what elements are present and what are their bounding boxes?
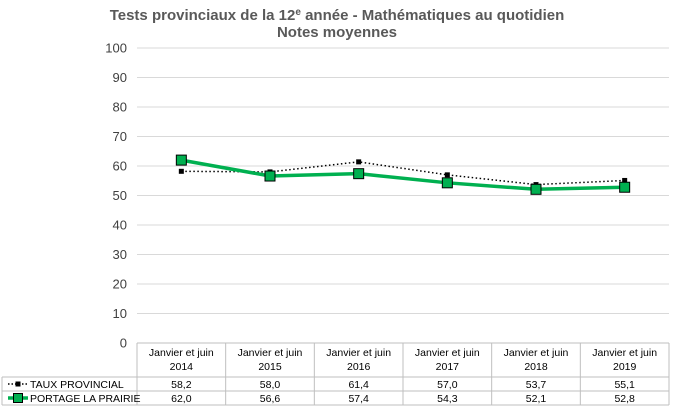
y-tick-label: 70 [113,129,127,144]
y-tick-label: 60 [113,159,127,174]
data-point-taux-provincial [444,172,450,178]
table-value-cell: 55,1 [614,379,635,391]
table-value-cell: 53,7 [526,379,547,391]
data-table: Janvier et juin 2014 Janvier et juin 2015 Ja… [1,342,670,406]
category-label-line1: Janvier et juin [238,347,303,359]
category-label-line2: 2017 [436,361,460,373]
y-tick-label: 0 [120,336,127,351]
data-point-portage-la-prairie [530,183,542,195]
category-label-line1: Janvier et juin [149,347,214,359]
table-value-cell: 56,6 [260,393,281,405]
gridlines: 0 10 20 30 40 50 60 70 80 90 100 [105,41,669,351]
table-value-cell: 54,3 [437,393,458,405]
table-value-cell: 61,4 [348,379,369,391]
legend-label: TAUX PROVINCIAL [30,379,124,391]
category-label-line2: 2016 [347,361,371,373]
data-point-taux-provincial [622,177,628,183]
data-point-taux-provincial [178,168,184,174]
category-label-line1: Janvier et juin [504,347,569,359]
category-label-line1: Janvier et juin [592,347,657,359]
y-tick-label: 100 [105,41,127,56]
data-point-portage-la-prairie [619,181,631,193]
y-tick-label: 10 [113,306,127,321]
series-lines [175,154,631,195]
y-tick-label: 50 [113,188,127,203]
y-tick-label: 80 [113,100,127,115]
data-point-taux-provincial [356,159,362,165]
category-label-line2: 2015 [258,361,282,373]
table-value-cell: 57,4 [348,393,369,405]
legend-key-marker [15,381,21,387]
data-point-portage-la-prairie [264,170,276,182]
table-value-cell: 58,0 [260,379,281,391]
y-tick-label: 90 [113,70,127,85]
chart-title-line2: Notes moyennes [277,24,397,41]
data-point-portage-la-prairie [441,177,453,189]
category-label-line2: 2014 [170,361,194,373]
series-line-portage-la-prairie [181,158,625,192]
data-point-portage-la-prairie [175,154,187,166]
y-tick-label: 40 [113,218,127,233]
category-label-line1: Janvier et juin [415,347,480,359]
data-point-portage-la-prairie [353,168,365,180]
y-tick-label: 20 [113,277,127,292]
y-tick-label: 30 [113,247,127,262]
table-value-cell: 52,8 [614,393,635,405]
table-value-cell: 58,2 [171,379,192,391]
legend-label: PORTAGE LA PRAIRIE [30,393,140,405]
table-value-cell: 57,0 [437,379,458,391]
category-label-line2: 2018 [524,361,548,373]
category-label-line1: Janvier et juin [326,347,391,359]
table-value-cell: 52,1 [526,393,547,405]
table-value-cell: 62,0 [171,393,192,405]
legend-key-marker [13,393,23,403]
category-label-line2: 2019 [613,361,637,373]
chart-title-line1: Tests provinciaux de la 12e année - Math… [110,7,565,24]
